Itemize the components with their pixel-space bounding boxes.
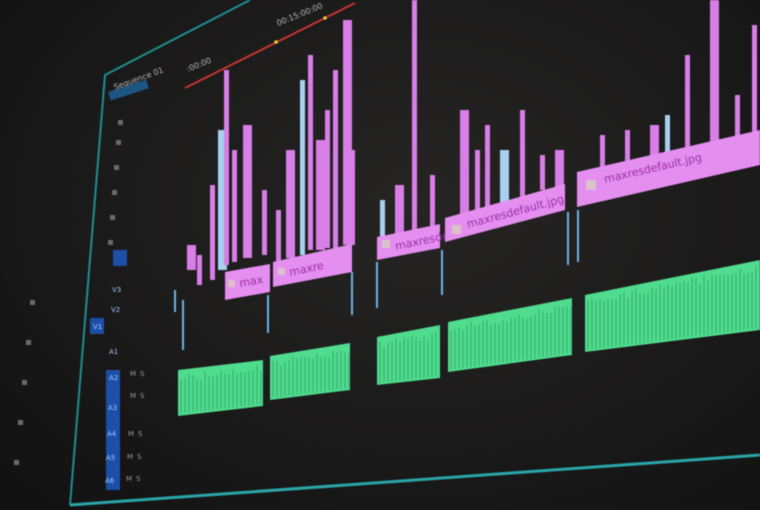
fx-icon: [586, 180, 596, 190]
lock-icon[interactable]: [116, 140, 121, 145]
lock-icon[interactable]: [118, 120, 123, 125]
mute-button[interactable]: M: [126, 475, 132, 483]
video-clip-layer[interactable]: [475, 150, 480, 214]
track-label: A5: [106, 454, 115, 462]
panel-icon: [26, 340, 31, 345]
video-clip-layer[interactable]: [395, 185, 404, 235]
lock-icon[interactable]: [110, 215, 115, 220]
track-toggles: MS MS MS MS MS: [126, 370, 145, 483]
mute-button[interactable]: M: [128, 430, 134, 438]
lock-icon[interactable]: [114, 165, 119, 170]
audio-clip[interactable]: [270, 343, 350, 400]
mute-button[interactable]: M: [130, 392, 136, 400]
video-clip-layer[interactable]: [325, 110, 330, 248]
lock-icon[interactable]: [112, 190, 117, 195]
track-target-v1[interactable]: [113, 250, 127, 266]
mute-button[interactable]: M: [130, 370, 136, 378]
lock-icon[interactable]: [108, 240, 113, 245]
video-clip-layer[interactable]: [300, 80, 305, 255]
ruler-marker: [323, 16, 327, 20]
solo-button[interactable]: S: [136, 475, 141, 483]
video-clip-layer[interactable]: [308, 55, 313, 250]
solo-button[interactable]: S: [137, 453, 142, 461]
video-clip-layer[interactable]: [485, 125, 490, 212]
track-label: V3: [112, 286, 121, 294]
track-label: A2: [109, 374, 118, 382]
video-clip-layer[interactable]: [333, 70, 338, 248]
track-label: V2: [111, 306, 120, 314]
video-clip-layer[interactable]: [316, 140, 325, 250]
fx-icon: [382, 240, 390, 248]
video-clip-layer[interactable]: [500, 150, 509, 205]
panel-frame-bottom: [70, 455, 760, 505]
video-clip-layer[interactable]: [520, 110, 525, 198]
video-clip-layer[interactable]: [276, 210, 281, 262]
video-clip-layer[interactable]: [735, 95, 740, 138]
work-area-bar[interactable]: [185, 3, 355, 88]
video-clip-layer[interactable]: [460, 110, 469, 218]
panel-icon: [30, 300, 35, 305]
fx-icon: [452, 225, 461, 234]
track-label: A6: [105, 477, 115, 485]
video-clip-layer[interactable]: [555, 150, 564, 187]
video-clip-layer[interactable]: [685, 55, 690, 150]
solo-button[interactable]: S: [140, 370, 145, 378]
video-clip-layer[interactable]: [224, 70, 229, 265]
solo-button[interactable]: S: [138, 430, 143, 438]
panel-icon: [14, 460, 19, 465]
video-clip-layer[interactable]: [380, 200, 385, 238]
video-clip-layer[interactable]: [350, 150, 355, 245]
video-clip-layer[interactable]: [243, 125, 252, 258]
panel-icon: [18, 420, 23, 425]
video-clip-layer[interactable]: [232, 150, 237, 262]
mute-button[interactable]: M: [127, 453, 133, 461]
fx-icon: [278, 268, 285, 275]
video-clip-layer[interactable]: [187, 245, 196, 270]
track-label: A1: [109, 348, 118, 356]
video-clip-layer[interactable]: [540, 155, 545, 190]
video-clips: max maxre maxresde maxresdefault.jpg max…: [225, 130, 760, 300]
video-clip-layer[interactable]: [210, 185, 215, 280]
video-clip-layer[interactable]: [286, 150, 295, 258]
solo-button[interactable]: S: [140, 392, 145, 400]
ruler-marker: [274, 40, 278, 44]
video-clip-layer[interactable]: [412, 0, 417, 230]
video-clip-layer[interactable]: [197, 255, 202, 285]
video-clip-layer[interactable]: [710, 0, 719, 145]
track-label: V1: [93, 323, 102, 331]
video-clip-layer[interactable]: [262, 190, 267, 255]
track-label: A3: [108, 404, 117, 412]
panel-icon: [22, 380, 27, 385]
video-clip-layer[interactable]: [752, 25, 757, 132]
ruler-timecode-start: :00:00: [185, 56, 212, 74]
ruler-timecode: 00:15:00:00: [275, 1, 324, 28]
fx-icon: [228, 280, 235, 287]
track-headers: V3 V2 V1 A1 A2 A3 A4 A5 A6 MS MS MS MS M…: [14, 120, 145, 490]
video-clip-layer[interactable]: [430, 175, 435, 226]
video-clip-stack: [187, 0, 757, 285]
track-label: A4: [107, 430, 117, 438]
